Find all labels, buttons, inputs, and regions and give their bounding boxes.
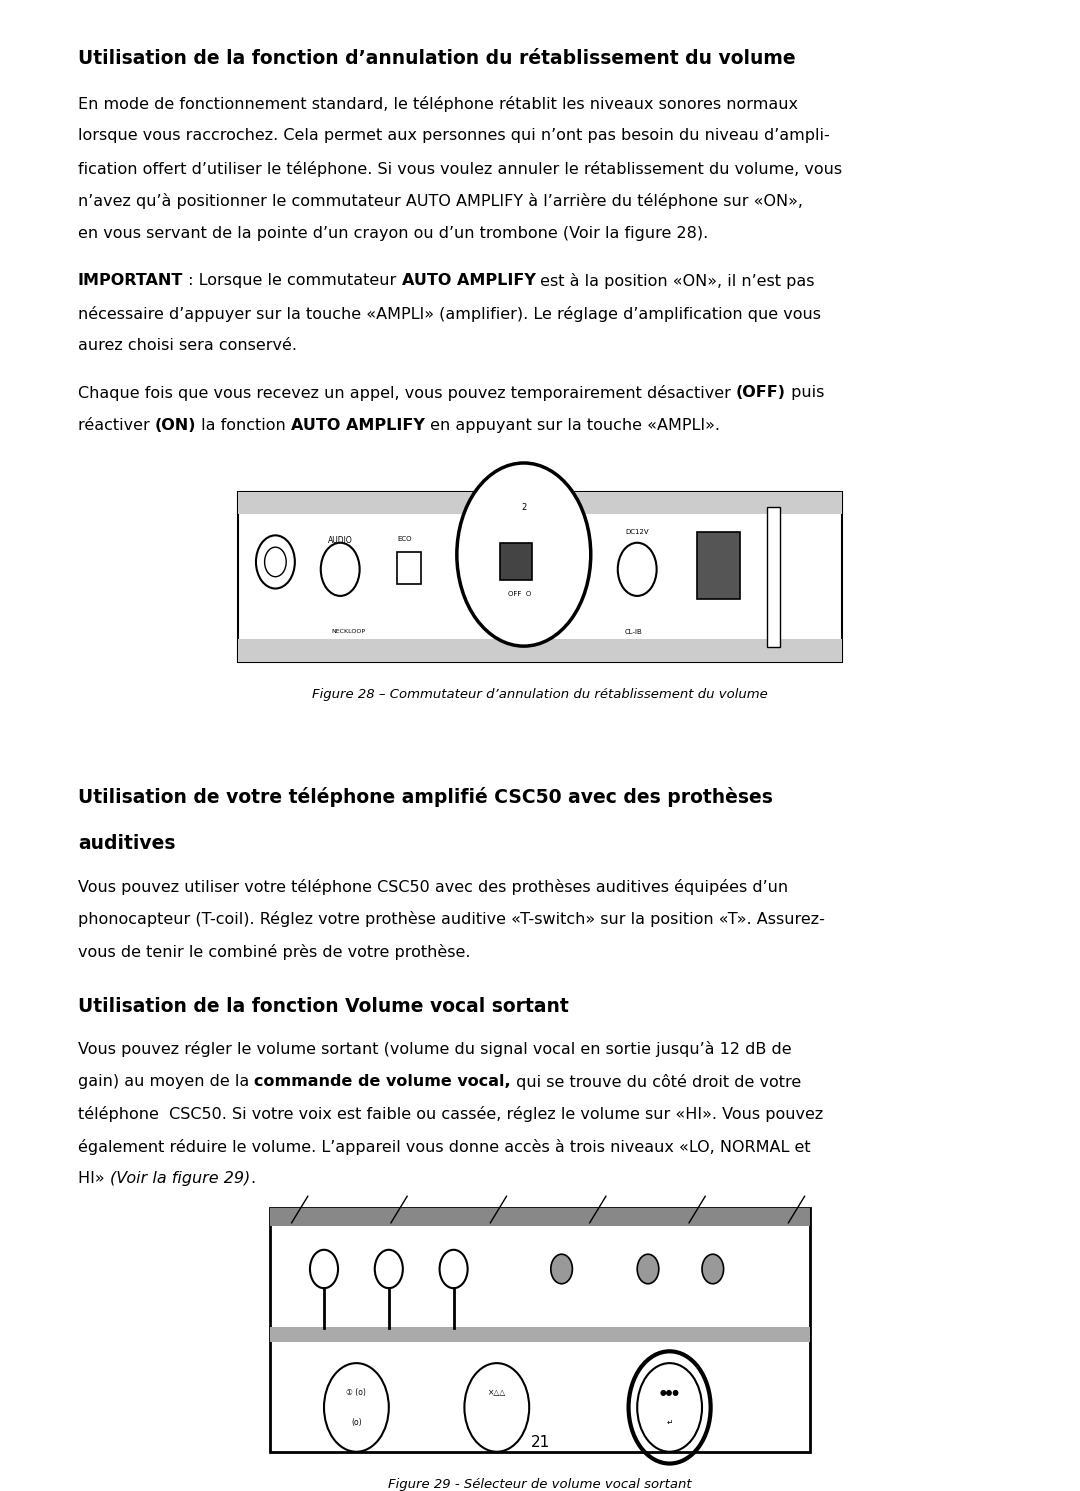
Circle shape: [464, 1363, 529, 1452]
Text: réactiver: réactiver: [78, 417, 154, 432]
Text: (Voir la figure 29): (Voir la figure 29): [109, 1170, 249, 1187]
Text: Figure 29 - Sélecteur de volume vocal sortant: Figure 29 - Sélecteur de volume vocal so…: [388, 1479, 692, 1491]
Text: vous de tenir le combiné près de votre prothèse.: vous de tenir le combiné près de votre p…: [78, 944, 470, 960]
Text: qui se trouve du côté droit de votre: qui se trouve du côté droit de votre: [511, 1074, 801, 1090]
Text: fication offert d’utiliser le téléphone. Si vous voulez annuler le rétablissemen: fication offert d’utiliser le téléphone.…: [78, 161, 842, 177]
Text: nécessaire d’appuyer sur la touche «AMPLI» (amplifier). Le réglage d’amplificati: nécessaire d’appuyer sur la touche «AMPL…: [78, 306, 821, 322]
Text: est à la position «ON», il n’est pas: est à la position «ON», il n’est pas: [536, 273, 815, 289]
Text: (ON): (ON): [154, 417, 197, 432]
Text: ●●●: ●●●: [660, 1388, 679, 1397]
FancyBboxPatch shape: [397, 552, 421, 584]
Text: ×△△: ×△△: [488, 1388, 505, 1397]
Text: 2: 2: [522, 502, 526, 511]
Text: Chaque fois que vous recevez un appel, vous pouvez temporairement désactiver: Chaque fois que vous recevez un appel, v…: [78, 386, 735, 401]
Text: puis: puis: [786, 386, 824, 401]
Text: CL-IB: CL-IB: [624, 629, 642, 635]
Text: (o): (o): [351, 1418, 362, 1427]
Text: auditives: auditives: [78, 835, 175, 853]
Text: En mode de fonctionnement standard, le téléphone rétablit les niveaux sonores no: En mode de fonctionnement standard, le t…: [78, 95, 798, 112]
Text: IMPORTANT: IMPORTANT: [78, 273, 184, 288]
Text: également réduire le volume. L’appareil vous donne accès à trois niveaux «LO, NO: également réduire le volume. L’appareil …: [78, 1139, 810, 1154]
Text: 21: 21: [530, 1436, 550, 1451]
Text: n’avez qu’à positionner le commutateur AUTO AMPLIFY à l’arrière du téléphone sur: n’avez qu’à positionner le commutateur A…: [78, 194, 802, 209]
FancyBboxPatch shape: [238, 492, 842, 514]
Text: HI»: HI»: [78, 1170, 109, 1187]
Text: en appuyant sur la touche «AMPLI».: en appuyant sur la touche «AMPLI».: [424, 417, 720, 432]
Text: : Lorsque le commutateur: : Lorsque le commutateur: [184, 273, 402, 288]
Text: gain) au moyen de la: gain) au moyen de la: [78, 1074, 254, 1088]
Circle shape: [457, 464, 591, 646]
Text: Figure 28 – Commutateur d’annulation du rétablissement du volume: Figure 28 – Commutateur d’annulation du …: [312, 689, 768, 701]
Text: aurez choisi sera conservé.: aurez choisi sera conservé.: [78, 338, 297, 353]
FancyBboxPatch shape: [500, 543, 532, 580]
Text: commande de volume vocal,: commande de volume vocal,: [254, 1074, 511, 1088]
FancyBboxPatch shape: [238, 640, 842, 662]
FancyBboxPatch shape: [697, 532, 740, 599]
Text: AUDIO: AUDIO: [328, 537, 352, 546]
Text: (OFF): (OFF): [735, 386, 786, 401]
Text: DC12V: DC12V: [625, 529, 649, 535]
Text: AUTO AMPLIFY: AUTO AMPLIFY: [402, 273, 536, 288]
Circle shape: [310, 1249, 338, 1288]
Text: phonocapteur (T-coil). Réglez votre prothèse auditive «T-switch» sur la position: phonocapteur (T-coil). Réglez votre prot…: [78, 911, 825, 927]
Text: ① (o): ① (o): [347, 1388, 366, 1397]
FancyBboxPatch shape: [767, 507, 780, 647]
Circle shape: [321, 543, 360, 596]
Text: .: .: [249, 1170, 255, 1187]
Text: Utilisation de votre téléphone amplifié CSC50 avec des prothèses: Utilisation de votre téléphone amplifié …: [78, 787, 772, 807]
Circle shape: [440, 1249, 468, 1288]
Circle shape: [265, 547, 286, 577]
Circle shape: [256, 535, 295, 589]
Circle shape: [375, 1249, 403, 1288]
FancyBboxPatch shape: [270, 1208, 810, 1226]
FancyBboxPatch shape: [238, 492, 842, 662]
Text: en vous servant de la pointe d’un crayon ou d’un trombone (Voir la figure 28).: en vous servant de la pointe d’un crayon…: [78, 227, 708, 242]
Text: téléphone  CSC50. Si votre voix est faible ou cassée, réglez le volume sur «HI».: téléphone CSC50. Si votre voix est faibl…: [78, 1106, 823, 1123]
Text: lorsque vous raccrochez. Cela permet aux personnes qui n’ont pas besoin du nivea: lorsque vous raccrochez. Cela permet aux…: [78, 128, 829, 143]
Text: la fonction: la fonction: [197, 417, 291, 432]
Text: Utilisation de la fonction Volume vocal sortant: Utilisation de la fonction Volume vocal …: [78, 997, 568, 1015]
Text: Vous pouvez utiliser votre téléphone CSC50 avec des prothèses auditives équipées: Vous pouvez utiliser votre téléphone CSC…: [78, 878, 788, 895]
Text: ↵: ↵: [666, 1418, 673, 1427]
Circle shape: [551, 1254, 572, 1284]
Text: OFF  O: OFF O: [508, 592, 531, 598]
Text: NECKLOOP: NECKLOOP: [332, 629, 365, 634]
Text: ECO: ECO: [397, 537, 411, 543]
Circle shape: [637, 1254, 659, 1284]
Text: Utilisation de la fonction d’annulation du rétablissement du volume: Utilisation de la fonction d’annulation …: [78, 49, 795, 67]
FancyBboxPatch shape: [270, 1208, 810, 1452]
Circle shape: [702, 1254, 724, 1284]
Circle shape: [618, 543, 657, 596]
Text: AUTO AMPLIFY: AUTO AMPLIFY: [291, 417, 424, 432]
Circle shape: [637, 1363, 702, 1452]
FancyBboxPatch shape: [270, 1327, 810, 1342]
Circle shape: [324, 1363, 389, 1452]
Text: Vous pouvez régler le volume sortant (volume du signal vocal en sortie jusqu’à 1: Vous pouvez régler le volume sortant (vo…: [78, 1041, 792, 1057]
